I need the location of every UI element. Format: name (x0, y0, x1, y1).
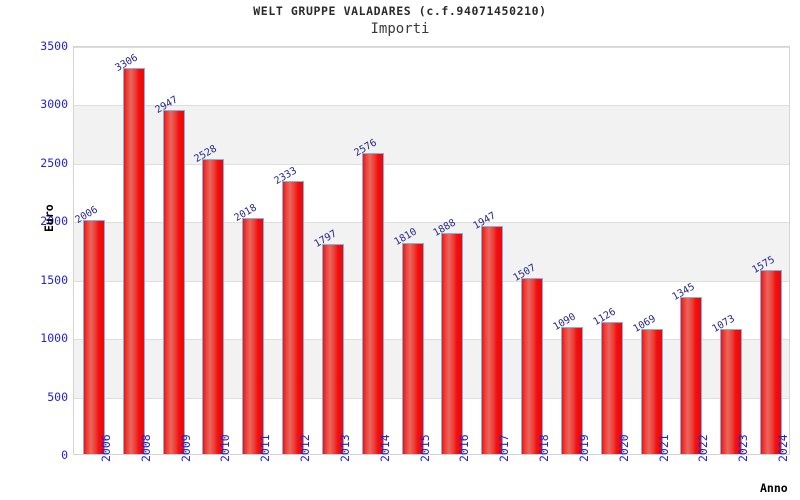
chart-title: WELT GRUPPE VALADARES (c.f.94071450210) (253, 4, 547, 18)
y-axis-tick-label: 2000 (40, 214, 68, 229)
bar[interactable] (640, 329, 663, 454)
bar[interactable] (202, 158, 225, 454)
bar[interactable] (760, 269, 783, 454)
x-axis-tick-label: 2022 (696, 434, 711, 462)
bar[interactable] (242, 218, 265, 454)
y-axis-title: Euro (42, 204, 56, 232)
gridline (74, 164, 789, 165)
chart-subtitle: Importi (370, 21, 430, 37)
bar[interactable] (401, 242, 424, 454)
gridline (74, 47, 789, 48)
bar[interactable] (720, 328, 743, 454)
bar[interactable] (481, 226, 504, 454)
y-axis-tick-label: 0 (61, 448, 68, 462)
x-axis-tick-label: 2014 (377, 434, 392, 462)
x-axis-title: Anno (760, 481, 788, 495)
y-axis-tick-label: 1000 (40, 331, 68, 346)
x-axis-tick-label: 2024 (776, 434, 791, 462)
y-axis-tick-label: 500 (47, 389, 68, 404)
x-axis-tick-label: 2017 (497, 434, 512, 462)
background-band (74, 105, 789, 164)
gridline (74, 222, 789, 223)
gridline (74, 105, 789, 106)
x-axis-tick-label: 2012 (298, 434, 313, 462)
x-axis-tick-label: 2020 (616, 434, 631, 462)
x-axis-tick-label: 2011 (258, 434, 273, 462)
y-axis-tick-label: 2500 (40, 155, 68, 170)
x-axis-tick-label: 2016 (457, 434, 472, 462)
x-axis-tick-label: 2006 (98, 434, 113, 462)
gridline (74, 398, 789, 399)
x-axis-tick-label: 2018 (537, 434, 552, 462)
bar[interactable] (600, 322, 623, 454)
bar[interactable] (441, 233, 464, 454)
y-axis-tick-label: 3000 (40, 97, 68, 112)
gridline (74, 281, 789, 282)
plot-area: 2006 3306 2947 2528 2018 2333 1797 2576 1810 1888… (73, 46, 790, 455)
bar[interactable] (162, 109, 185, 454)
bar[interactable] (122, 67, 145, 454)
bar[interactable] (361, 152, 384, 454)
x-axis-tick-label: 2009 (178, 434, 193, 462)
background-band (74, 222, 789, 281)
bar[interactable] (321, 244, 344, 454)
bar[interactable] (560, 326, 583, 454)
y-axis-tick-label: 3500 (40, 39, 68, 53)
gridline (74, 339, 789, 340)
bar[interactable] (82, 219, 105, 454)
bar[interactable] (680, 296, 703, 454)
x-axis-tick-label: 2013 (337, 434, 352, 462)
bar[interactable] (282, 181, 305, 454)
background-band (74, 339, 789, 398)
x-axis-tick-label: 2008 (138, 434, 153, 462)
x-axis-tick-label: 2019 (576, 434, 591, 462)
x-axis-tick-label: 2021 (656, 434, 671, 462)
x-axis-tick-label: 2023 (736, 434, 751, 462)
bar[interactable] (521, 277, 544, 454)
x-axis-tick-label: 2010 (218, 434, 233, 462)
x-axis-tick-label: 2015 (417, 434, 432, 462)
y-axis-tick-label: 1500 (40, 272, 68, 287)
